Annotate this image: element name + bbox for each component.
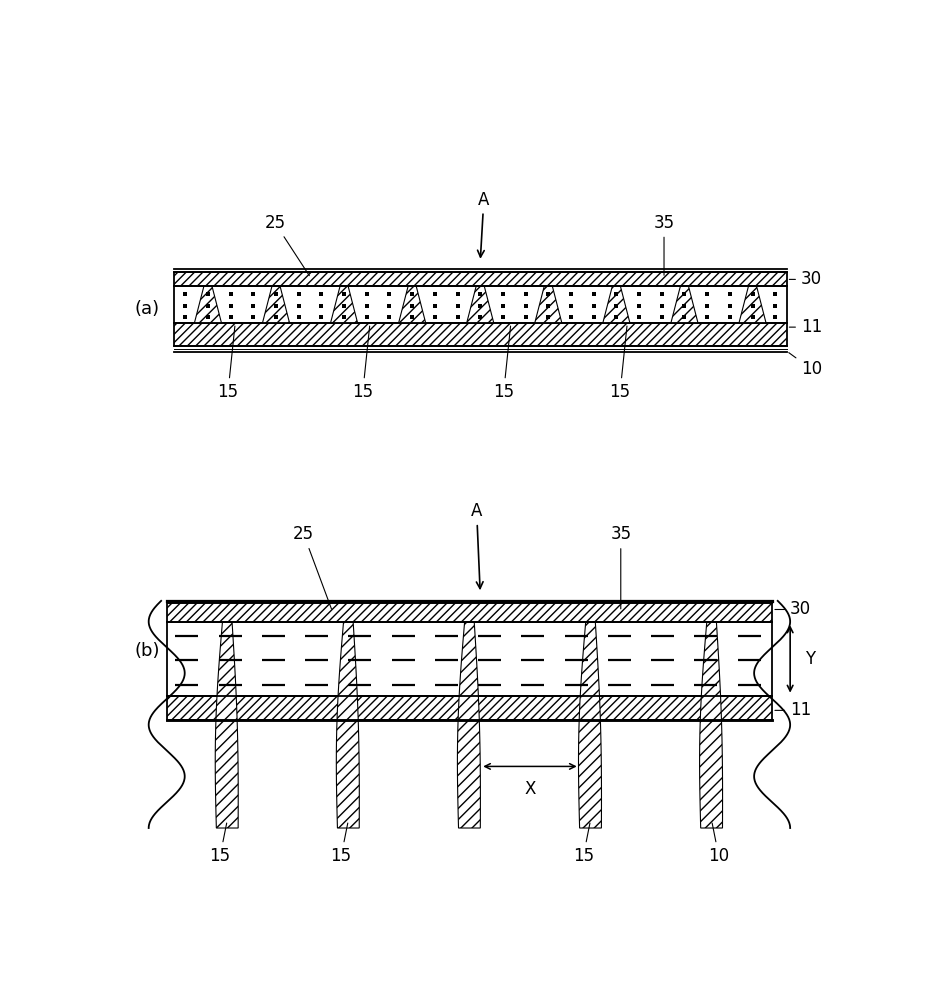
Bar <box>166 696 772 720</box>
Text: X: X <box>525 780 536 798</box>
Text: 10: 10 <box>789 353 822 378</box>
Text: 30: 30 <box>775 600 811 618</box>
Text: Y: Y <box>804 650 815 668</box>
Text: 15: 15 <box>330 823 352 865</box>
Text: (a): (a) <box>134 300 159 318</box>
Text: 35: 35 <box>610 525 631 609</box>
Text: 15: 15 <box>209 823 231 865</box>
Bar <box>166 622 772 696</box>
Text: 15: 15 <box>352 326 373 401</box>
Polygon shape <box>215 622 238 828</box>
Text: 15: 15 <box>573 823 594 865</box>
Text: A: A <box>471 502 483 589</box>
Polygon shape <box>603 286 630 323</box>
Text: 11: 11 <box>790 318 822 336</box>
Polygon shape <box>739 286 766 323</box>
Polygon shape <box>578 622 602 828</box>
Bar <box>166 696 772 720</box>
Text: 10: 10 <box>709 823 729 865</box>
Text: 25: 25 <box>293 525 331 609</box>
Bar <box>166 601 772 622</box>
Polygon shape <box>399 286 426 323</box>
Polygon shape <box>671 286 698 323</box>
Text: 25: 25 <box>264 214 310 276</box>
Bar <box>166 601 772 622</box>
Text: 15: 15 <box>493 326 514 401</box>
Polygon shape <box>330 286 358 323</box>
Polygon shape <box>262 286 289 323</box>
Text: 15: 15 <box>218 326 238 401</box>
Text: A: A <box>478 191 489 257</box>
Text: 11: 11 <box>775 701 811 719</box>
Bar <box>174 323 787 346</box>
Text: (b): (b) <box>134 642 160 660</box>
Bar <box>174 286 787 323</box>
Polygon shape <box>535 286 562 323</box>
Bar <box>174 272 787 286</box>
Bar <box>174 272 787 286</box>
Polygon shape <box>337 622 359 828</box>
Polygon shape <box>458 622 481 828</box>
Polygon shape <box>699 622 723 828</box>
Polygon shape <box>194 286 221 323</box>
Text: 35: 35 <box>654 214 674 275</box>
Text: 15: 15 <box>609 326 631 401</box>
Bar <box>174 323 787 346</box>
Text: 30: 30 <box>790 270 822 288</box>
Polygon shape <box>467 286 494 323</box>
